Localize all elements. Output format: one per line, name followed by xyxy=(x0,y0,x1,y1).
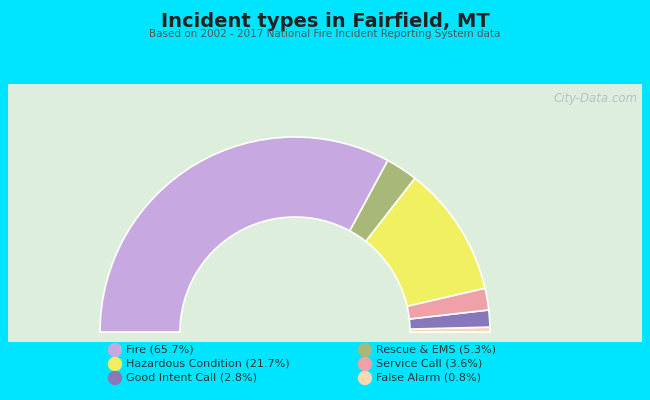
Circle shape xyxy=(359,358,372,370)
Text: Based on 2002 - 2017 National Fire Incident Reporting System data: Based on 2002 - 2017 National Fire Incid… xyxy=(150,29,500,39)
Wedge shape xyxy=(410,327,490,332)
Wedge shape xyxy=(350,160,415,241)
Text: City-Data.com: City-Data.com xyxy=(554,92,638,105)
Circle shape xyxy=(359,372,372,384)
Text: Good Intent Call (2.8%): Good Intent Call (2.8%) xyxy=(127,373,257,383)
Text: Service Call (3.6%): Service Call (3.6%) xyxy=(376,359,483,369)
Text: Fire (65.7%): Fire (65.7%) xyxy=(127,345,194,355)
Wedge shape xyxy=(366,178,485,306)
Circle shape xyxy=(109,344,122,356)
Wedge shape xyxy=(410,310,490,329)
Wedge shape xyxy=(407,288,489,319)
Circle shape xyxy=(109,372,122,384)
Circle shape xyxy=(109,358,122,370)
Wedge shape xyxy=(100,137,387,332)
Text: Hazardous Condition (21.7%): Hazardous Condition (21.7%) xyxy=(127,359,290,369)
Text: Rescue & EMS (5.3%): Rescue & EMS (5.3%) xyxy=(376,345,497,355)
Text: False Alarm (0.8%): False Alarm (0.8%) xyxy=(376,373,482,383)
Circle shape xyxy=(359,344,372,356)
Bar xyxy=(8,84,642,342)
Text: Incident types in Fairfield, MT: Incident types in Fairfield, MT xyxy=(161,12,489,31)
